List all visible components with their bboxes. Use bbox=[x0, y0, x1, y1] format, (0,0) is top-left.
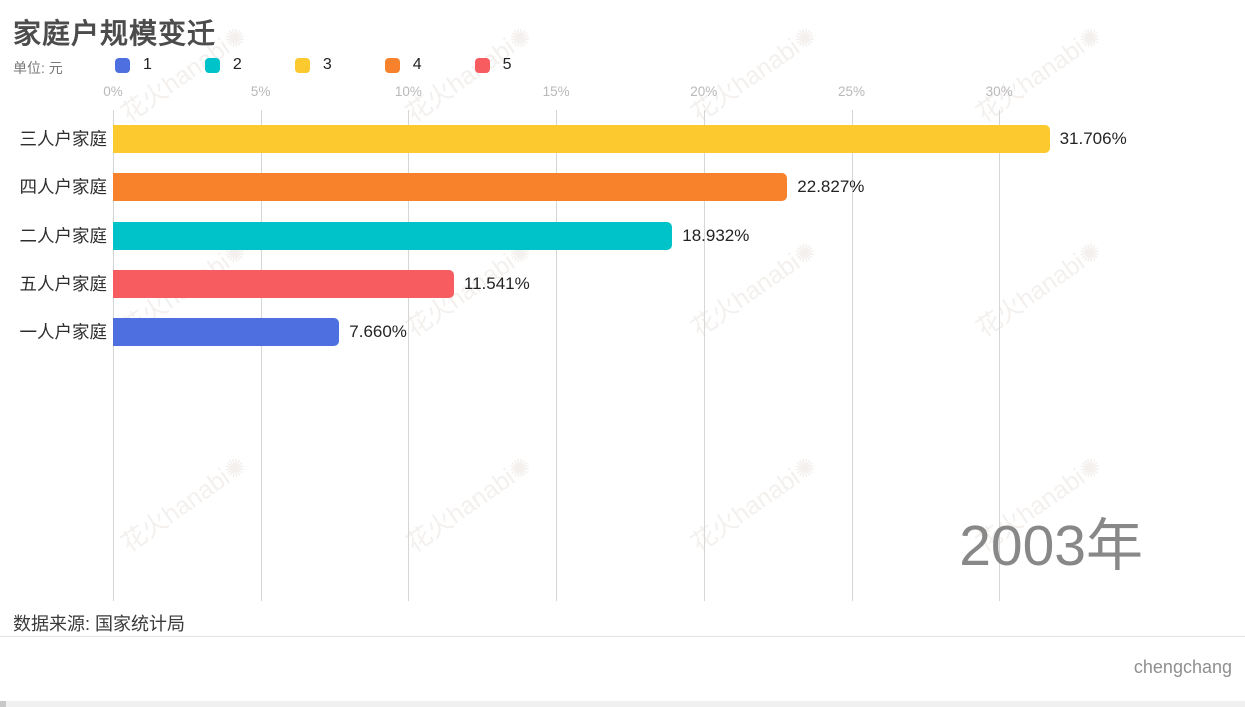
value-label: 18.932% bbox=[682, 225, 750, 245]
bar bbox=[113, 318, 340, 347]
category-label: 五人户家庭 bbox=[19, 273, 108, 294]
legend-item-2[interactable]: 2 bbox=[204, 56, 242, 74]
grid-line bbox=[999, 110, 1001, 601]
legend-item-label: 3 bbox=[322, 56, 332, 73]
grid-line bbox=[851, 110, 853, 601]
source-note: 数据来源: 国家统计局 bbox=[13, 614, 186, 634]
x-axis-tick-label: 5% bbox=[250, 84, 271, 99]
chart-title: 家庭户规模变迁 bbox=[13, 18, 217, 49]
legend-item-label: 1 bbox=[143, 56, 152, 73]
legend-item-1[interactable]: 1 bbox=[115, 56, 152, 74]
value-label: 22.827% bbox=[797, 177, 865, 197]
value-label: 31.706% bbox=[1059, 129, 1127, 148]
bar bbox=[113, 269, 454, 298]
grid-line bbox=[113, 110, 114, 601]
grid-line bbox=[703, 110, 705, 601]
legend: 1 2 3 4 5 bbox=[115, 56, 512, 74]
legend-swatch bbox=[115, 57, 130, 73]
x-axis-tick-label: 20% bbox=[690, 84, 718, 99]
grid-line bbox=[260, 110, 262, 601]
bar bbox=[113, 125, 1050, 153]
value-label: 7.660% bbox=[349, 322, 407, 342]
legend-item-label: 5 bbox=[502, 56, 512, 73]
x-axis-tick-label: 15% bbox=[542, 84, 570, 99]
legend-swatch bbox=[294, 57, 310, 73]
unit-label: 单位: 元 bbox=[13, 60, 63, 76]
category-label: 三人户家庭 bbox=[19, 129, 108, 149]
horizontal-scrollbar-thumb[interactable] bbox=[0, 701, 6, 707]
x-axis-tick-label: 25% bbox=[837, 84, 866, 99]
grid-line bbox=[556, 110, 558, 601]
x-axis-tick-label: 0% bbox=[103, 84, 123, 99]
credit-text: chengchang bbox=[1133, 657, 1232, 677]
category-label: 四人户家庭 bbox=[19, 177, 108, 198]
bar-row: 一人户家庭 7.660% bbox=[0, 318, 1245, 347]
legend-swatch bbox=[474, 57, 490, 73]
legend-swatch bbox=[204, 57, 220, 73]
grid-line bbox=[408, 110, 410, 601]
bar-row: 二人户家庭 18.932% bbox=[0, 221, 1245, 250]
category-label: 一人户家庭 bbox=[19, 322, 108, 343]
bar-row: 五人户家庭 11.541% bbox=[0, 269, 1245, 298]
legend-item-label: 2 bbox=[232, 56, 242, 73]
bar-row: 三人户家庭 31.706% bbox=[0, 125, 1245, 153]
category-label: 二人户家庭 bbox=[19, 225, 108, 246]
legend-item-4[interactable]: 4 bbox=[384, 56, 422, 74]
legend-item-5[interactable]: 5 bbox=[474, 56, 512, 74]
legend-item-label: 4 bbox=[412, 56, 422, 73]
bar bbox=[113, 221, 673, 250]
bar bbox=[113, 173, 788, 202]
legend-swatch bbox=[384, 57, 400, 73]
legend-item-3[interactable]: 3 bbox=[294, 56, 332, 74]
bar-row: 四人户家庭 22.827% bbox=[0, 173, 1245, 202]
x-axis-tick-label: 30% bbox=[985, 84, 1013, 99]
year-label: 2003年 bbox=[959, 514, 1143, 578]
horizontal-scrollbar-track[interactable] bbox=[0, 701, 1245, 707]
value-label: 11.541% bbox=[463, 273, 530, 293]
x-axis-tick-label: 10% bbox=[394, 84, 422, 99]
footer-divider bbox=[0, 636, 1245, 637]
